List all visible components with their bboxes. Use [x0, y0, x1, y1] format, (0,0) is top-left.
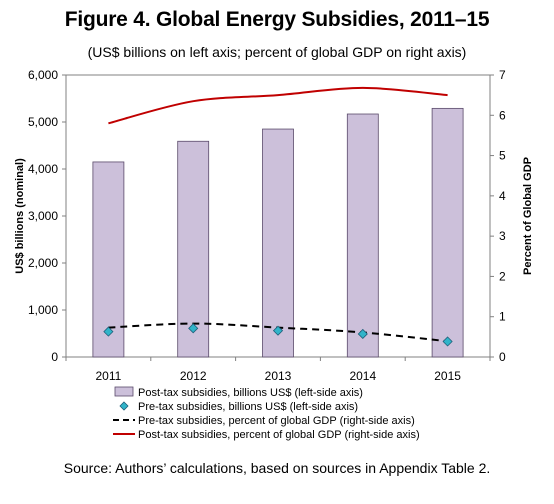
pre-tax-marker [188, 323, 199, 334]
bar [431, 107, 464, 358]
legend-label: Post-tax subsidies, billions US$ (left-s… [138, 387, 363, 399]
legend-swatch-marker [119, 401, 129, 411]
bar [346, 113, 379, 358]
y-tick-label: 3,000 [28, 209, 58, 223]
y-tick-label: 4,000 [28, 162, 58, 176]
y2-tick-label: 0 [499, 350, 506, 364]
y2-tick-label: 7 [499, 68, 506, 82]
pre-tax-marker [103, 326, 114, 337]
legend-swatch-bar [114, 386, 134, 397]
legend: Post-tax subsidies, billions US$ (left-s… [113, 386, 420, 441]
y-tick-label: 1,000 [28, 303, 58, 317]
legend-label: Pre-tax subsidies, percent of global GDP… [138, 415, 415, 427]
y2-tick-label: 1 [499, 310, 506, 324]
y2-tick-label: 2 [499, 269, 506, 283]
pre-tax-marker [272, 325, 284, 336]
post-tax-gdp-line [108, 86, 448, 125]
y2-tick-label: 5 [499, 149, 506, 163]
chart-subtitle: (US$ billions on left axis; percent of g… [87, 44, 467, 60]
chart-title: Figure 4. Global Energy Subsidies, 2011–… [64, 8, 490, 31]
y2-tick-label: 3 [499, 229, 506, 243]
marker-group [103, 323, 453, 347]
pre-tax-marker [357, 328, 368, 340]
legend-label: Pre-tax subsidies, billions US$ (left-si… [138, 401, 358, 413]
legend-label: Post-tax subsidies, percent of global GD… [138, 429, 420, 441]
y-tick-label: 6,000 [28, 68, 58, 82]
x-tick-label: 2012 [180, 369, 207, 383]
y-tick-label: 5,000 [28, 115, 58, 129]
axes-group: 0 1,000 2,000 3,000 4,000 5,000 6,000 0 1 2 3 4 5 6 7 2… [28, 68, 506, 383]
x-tick-label: 2013 [265, 369, 292, 383]
bar [92, 161, 125, 358]
y2-axis-title: Percent of Global GDP [522, 157, 534, 275]
source-note: Source: Authors’ calculations, based on … [63, 460, 491, 476]
y-tick-label: 2,000 [28, 256, 58, 270]
bar [177, 140, 210, 358]
y-tick-label: 0 [51, 350, 58, 364]
bar [262, 128, 294, 358]
x-tick-label: 2011 [95, 369, 121, 383]
y2-tick-label: 4 [499, 189, 506, 203]
pre-tax-marker [442, 336, 453, 347]
y-axis-title: US$ billions (nominal) [14, 158, 26, 274]
y2-tick-label: 6 [499, 108, 506, 122]
x-tick-label: 2014 [349, 369, 376, 383]
x-tick-label: 2015 [434, 369, 461, 383]
bar-group [92, 107, 464, 358]
